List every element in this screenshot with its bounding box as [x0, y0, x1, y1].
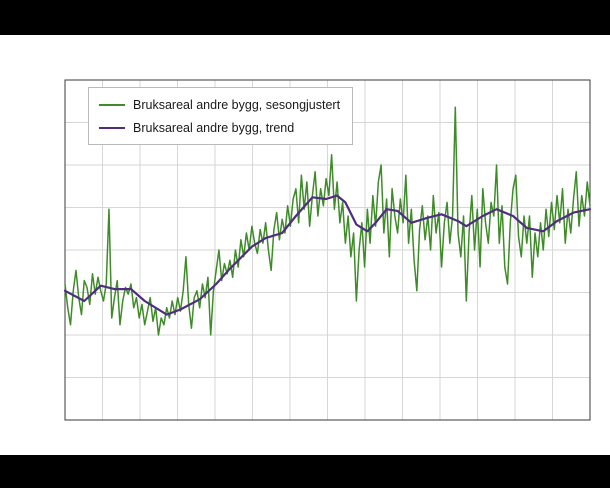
legend-label-sesongjustert: Bruksareal andre bygg, sesongjustert	[133, 97, 341, 112]
chart-card: Bruksareal andre bygg, sesongjustert Bru…	[0, 35, 610, 455]
series-sesongjustert-line	[64, 106, 591, 336]
legend-label-trend: Bruksareal andre bygg, trend	[133, 120, 295, 135]
chart-legend: Bruksareal andre bygg, sesongjustert Bru…	[88, 87, 354, 145]
legend-line-swatch-sesongjustert	[99, 103, 125, 106]
legend-item-trend: Bruksareal andre bygg, trend	[99, 118, 340, 137]
legend-line-swatch-trend	[99, 126, 125, 129]
legend-item-sesongjustert: Bruksareal andre bygg, sesongjustert	[99, 95, 340, 114]
series-trend-line	[63, 194, 592, 316]
plot-border	[64, 79, 591, 421]
